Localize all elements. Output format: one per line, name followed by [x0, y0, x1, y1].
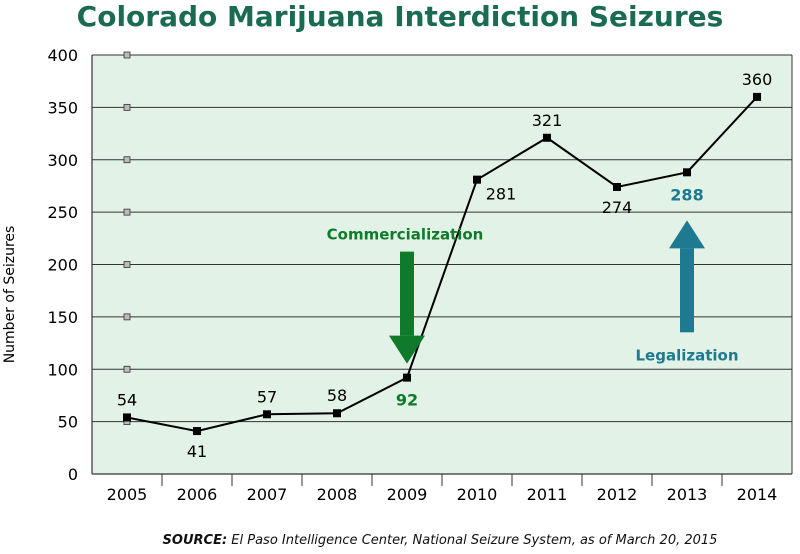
legalization-arrow-head	[669, 220, 705, 249]
data-label: 58	[327, 386, 347, 405]
series-line	[126, 96, 758, 433]
x-tick-label: 2010	[457, 485, 498, 504]
y-tick-label: 200	[47, 256, 78, 275]
data-point	[613, 182, 621, 191]
source-label: SOURCE:	[162, 533, 228, 548]
y-tick-label: 150	[47, 308, 78, 327]
data-point	[263, 410, 271, 419]
data-point	[683, 168, 691, 177]
x-tick-label: 2005	[107, 485, 148, 504]
data-point	[473, 175, 481, 184]
axis-marker	[123, 208, 131, 216]
source-note: SOURCE: El Paso Intelligence Center, Nat…	[0, 533, 800, 548]
data-label: 288	[670, 185, 703, 204]
x-tick-label: 2012	[597, 485, 638, 504]
x-tick-label: 2008	[317, 485, 358, 504]
commercialization-label: Commercialization	[327, 226, 484, 244]
data-label: 360	[742, 70, 773, 89]
axis-marker	[123, 261, 131, 268]
data-point	[333, 409, 341, 418]
x-tick-label: 2013	[667, 485, 708, 504]
commercialization-arrow-shaft	[400, 251, 414, 336]
x-tick-label: 2009	[387, 485, 428, 504]
legalization-arrow-shaft	[680, 248, 694, 333]
line-chart: 0 50 100 150 200 250 300 350 400 2005 2006 2007 2008…	[2, 46, 793, 504]
data-point	[753, 92, 761, 101]
data-point	[193, 427, 201, 436]
axis-marker	[123, 365, 131, 373]
axis-marker	[123, 156, 131, 164]
data-label: 321	[532, 111, 563, 130]
y-tick-label: 0	[68, 465, 78, 484]
data-point	[123, 413, 131, 422]
axis-marker	[123, 103, 131, 111]
y-axis-title: Number of Seizures	[2, 226, 18, 364]
axis-marker	[123, 313, 131, 321]
y-tick-label: 100	[47, 360, 78, 379]
data-label: 274	[602, 198, 633, 217]
chart-title: Colorado Marijuana Interdiction Seizures	[76, 0, 724, 33]
data-label: 92	[396, 391, 418, 410]
y-tick-label: 50	[58, 413, 78, 432]
data-label: 57	[257, 387, 277, 406]
legalization-label: Legalization	[635, 346, 738, 364]
y-tick-label: 400	[47, 46, 78, 65]
y-tick-label: 300	[47, 151, 78, 170]
data-point	[403, 373, 411, 382]
data-point	[543, 133, 551, 142]
y-tick-label: 350	[47, 98, 78, 117]
source-text: El Paso Intelligence Center, National Se…	[231, 533, 718, 548]
data-label: 41	[187, 442, 207, 461]
x-tick-label: 2011	[527, 485, 568, 504]
axis-marker	[123, 51, 131, 59]
x-tick-label: 2006	[177, 485, 218, 504]
data-label: 281	[486, 185, 517, 204]
y-tick-label: 250	[47, 203, 78, 222]
data-label: 54	[117, 390, 137, 409]
x-tick-label: 2014	[737, 485, 778, 504]
x-tick-label: 2007	[247, 485, 288, 504]
commercialization-arrow-head	[389, 335, 425, 364]
